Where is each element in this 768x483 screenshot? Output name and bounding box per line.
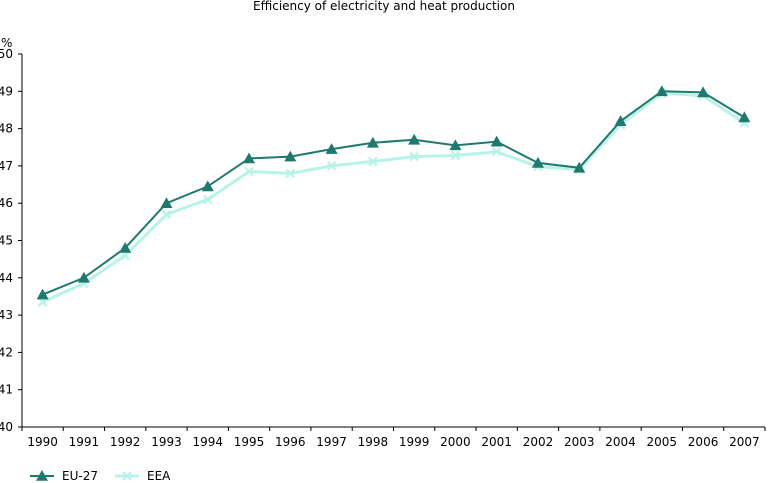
series-line-eu-27 — [42, 90, 745, 296]
x-tick-label: 1999 — [399, 435, 430, 449]
legend-label: EU-27 — [62, 469, 98, 483]
x-tick-label: 1997 — [316, 435, 347, 449]
legend: EU-27 EEA — [30, 469, 171, 483]
x-tick-label: 1995 — [234, 435, 265, 449]
legend-marker — [122, 471, 132, 481]
data-point-eu-27 — [119, 241, 132, 253]
y-tick-label: 50 — [0, 47, 13, 61]
x-tick-label: 2007 — [729, 435, 760, 449]
x-tick-label: 2000 — [440, 435, 471, 449]
data-point-eu-27 — [366, 136, 379, 148]
legend-marker — [36, 470, 48, 481]
data-point-eu-27 — [655, 85, 668, 97]
series-line-eea — [42, 91, 746, 304]
y-axis-ticks: 40 41 42 43 44 45 46 47 48 49 50 — [0, 47, 22, 434]
y-tick-label: 43 — [0, 308, 13, 322]
data-point-eea — [161, 209, 172, 220]
data-point-eu-27 — [697, 86, 710, 98]
data-point-eu-27 — [573, 161, 586, 173]
data-point-eea — [326, 161, 337, 171]
data-point-eu-27 — [449, 139, 462, 151]
x-tick-label: 2003 — [564, 435, 595, 449]
x-tick-label: 1990 — [27, 435, 58, 449]
axes — [21, 54, 765, 428]
y-tick-label: 41 — [0, 383, 13, 397]
chart-title: Efficiency of electricity and heat produ… — [253, 0, 515, 13]
y-tick-label: 45 — [0, 234, 13, 248]
y-tick-label: 48 — [0, 122, 13, 136]
x-tick-label: 1994 — [192, 435, 223, 449]
x-tick-label: 1996 — [275, 435, 306, 449]
data-point-eea — [285, 168, 296, 179]
y-tick-label: 40 — [0, 420, 13, 434]
data-point-eu-27 — [36, 288, 49, 300]
y-tick-label: 47 — [0, 159, 13, 173]
data-point-eu-27 — [325, 143, 338, 154]
y-axis-unit-label: % — [1, 36, 12, 50]
y-tick-label: 49 — [0, 84, 13, 98]
data-point-eu-27 — [614, 115, 627, 126]
data-point-eu-27 — [531, 156, 544, 168]
y-tick-label: 44 — [0, 271, 13, 285]
data-point-eu-27 — [243, 152, 256, 164]
series-lines — [36, 85, 751, 307]
data-point-eea — [244, 166, 254, 177]
data-point-eea — [450, 150, 461, 161]
x-axis-ticks: 1990 1991 1992 1993 1994 1995 1996 1997 1998 1999… — [21, 427, 766, 449]
data-point-eu-27 — [738, 111, 751, 123]
data-point-eu-27 — [201, 180, 214, 192]
x-tick-label: 2004 — [605, 435, 636, 449]
data-point-eu-27 — [284, 150, 297, 162]
data-point-eea — [409, 151, 419, 162]
data-point-eea — [491, 146, 502, 157]
x-tick-label: 1998 — [358, 435, 389, 449]
x-tick-label: 2006 — [688, 435, 719, 449]
x-tick-label: 2005 — [647, 435, 678, 449]
data-point-eu-27 — [490, 135, 503, 147]
legend-item-eea: EEA — [115, 469, 171, 483]
x-tick-label: 2001 — [481, 435, 512, 449]
x-tick-label: 2002 — [523, 435, 554, 449]
data-point-eu-27 — [77, 271, 90, 283]
data-point-eu-27 — [408, 133, 421, 145]
series-eea — [37, 88, 750, 307]
data-point-eea — [202, 194, 213, 205]
x-tick-label: 1992 — [110, 435, 141, 449]
y-tick-label: 42 — [0, 345, 13, 359]
legend-label: EEA — [147, 469, 171, 483]
x-tick-label: 1991 — [69, 435, 100, 449]
series-eu-27 — [36, 85, 751, 300]
y-tick-label: 46 — [0, 196, 13, 210]
data-point-eea — [368, 156, 378, 167]
legend-item-eu-27: EU-27 — [30, 469, 98, 483]
data-point-eu-27 — [160, 197, 173, 208]
x-tick-label: 1993 — [151, 435, 182, 449]
